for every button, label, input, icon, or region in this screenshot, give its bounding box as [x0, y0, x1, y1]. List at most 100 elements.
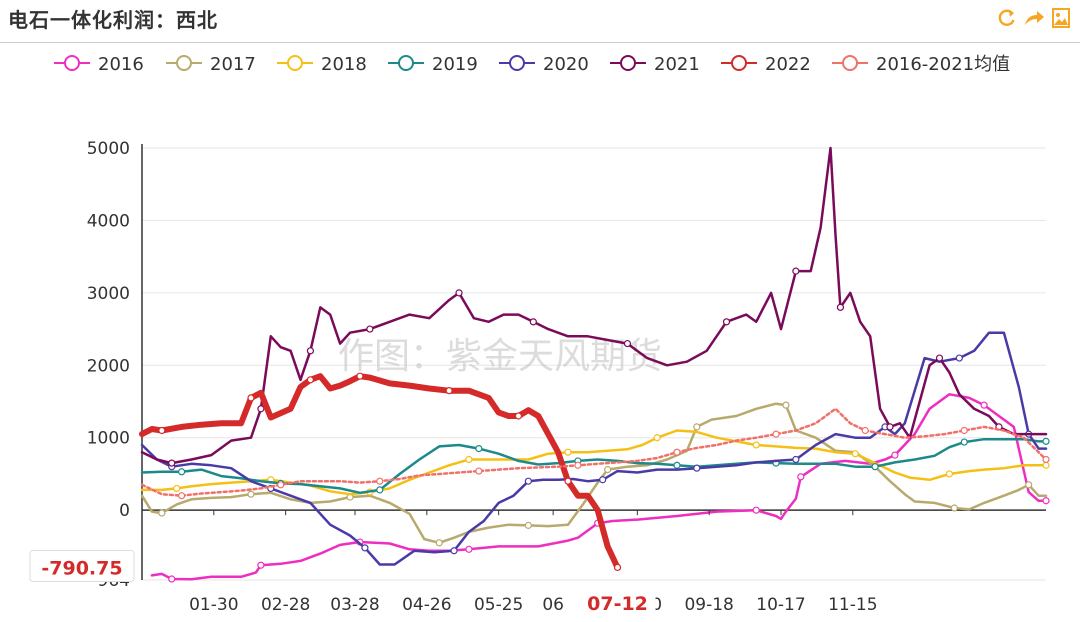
data-point: [1025, 481, 1033, 489]
legend-item-2018[interactable]: 2018: [277, 54, 367, 75]
data-point: [435, 539, 443, 547]
data-point: [673, 448, 681, 456]
data-point: [960, 438, 968, 446]
data-point: [772, 430, 780, 438]
data-point: [257, 561, 265, 569]
legend-item-2022[interactable]: 2022: [721, 54, 811, 75]
data-point: [247, 394, 255, 402]
series-line: [139, 373, 621, 571]
tooltip: -790.75 07-12: [29, 549, 656, 616]
legend-marker: [731, 55, 747, 71]
legend: 2016 2017 2018 2019 2020 2021 2022 2016-2021均值: [54, 54, 1010, 75]
legend-marker: [509, 55, 525, 71]
legend-marker: [176, 55, 192, 71]
data-point: [1042, 455, 1050, 464]
data-point: [514, 412, 523, 420]
data-point: [792, 455, 800, 464]
data-point: [861, 426, 869, 435]
data-point: [604, 466, 612, 474]
data-point: [673, 461, 681, 469]
series-2017: [140, 401, 1048, 547]
data-point: [871, 463, 879, 471]
y-tick-label: 3000: [87, 284, 130, 304]
data-point: [613, 563, 622, 572]
data-point: [178, 468, 186, 476]
legend-label: 2018: [321, 54, 367, 75]
data-point: [524, 521, 532, 529]
data-point: [1042, 497, 1050, 505]
data-point: [178, 492, 186, 500]
legend-item-2019[interactable]: 2019: [388, 54, 478, 75]
data-point: [450, 547, 458, 555]
data-point: [980, 401, 988, 409]
legend-marker: [620, 55, 636, 71]
data-point: [524, 477, 532, 485]
legend-marker: [64, 55, 80, 71]
series-line: [140, 407, 1048, 497]
series-lines: [139, 146, 1050, 583]
tooltip-value: -790.75: [41, 557, 122, 579]
data-point: [361, 544, 369, 552]
data-point: [445, 387, 453, 395]
y-tick-label: 0: [119, 501, 130, 521]
series-2022: [139, 372, 622, 572]
data-point: [782, 401, 790, 409]
data-point: [455, 289, 463, 297]
legend-item-2017[interactable]: 2017: [166, 54, 256, 75]
y-tick-label: 2000: [87, 356, 130, 376]
data-point: [168, 459, 176, 467]
data-point: [935, 354, 944, 362]
x-tick-label: 01-30: [189, 595, 238, 615]
legend-item-2020[interactable]: 2020: [499, 54, 589, 75]
data-point: [366, 325, 374, 333]
data-point: [960, 426, 968, 435]
data-point: [376, 486, 384, 494]
data-point: [950, 504, 958, 512]
y-tick-label: 1000: [87, 429, 130, 449]
chart-title: 电石一体化利润：西北: [8, 8, 218, 32]
restore-icon[interactable]: [996, 7, 1018, 29]
save-image-icon[interactable]: [1050, 7, 1072, 29]
tooltip-value-box: [29, 549, 135, 582]
x-tick-label: 09-18: [684, 595, 733, 615]
data-point: [247, 490, 255, 498]
data-point: [752, 506, 760, 514]
title-divider: [0, 42, 1080, 43]
data-point: [277, 481, 285, 489]
legend-item-2016[interactable]: 2016: [54, 54, 144, 75]
series-line: [140, 146, 1048, 465]
data-point: [158, 426, 166, 435]
data-point: [168, 575, 176, 583]
data-point: [564, 448, 572, 456]
data-point: [1042, 437, 1050, 445]
legend-label: 2020: [543, 54, 589, 75]
series-line: [140, 437, 1048, 495]
axes: [141, 144, 1046, 580]
data-point: [306, 376, 315, 384]
data-point: [574, 461, 582, 469]
data-point: [945, 470, 954, 478]
legend-label: 2021: [654, 54, 700, 75]
legend-label: 2022: [765, 54, 811, 75]
x-tick-label: 05-25: [474, 595, 523, 615]
series-line: [140, 402, 1048, 545]
legend-marker: [842, 55, 858, 71]
data-point: [955, 354, 963, 362]
data-point: [851, 450, 859, 458]
legend-label: 2017: [210, 54, 256, 75]
legend-label: 2016-2021均值: [876, 54, 1010, 75]
data-point: [623, 339, 632, 348]
legend-item-2021[interactable]: 2021: [610, 54, 700, 75]
data-point: [376, 477, 384, 485]
data-point: [653, 434, 661, 442]
data-point: [173, 484, 181, 493]
legend-item-2016-2021均值[interactable]: 2016-2021均值: [832, 54, 1010, 75]
share-icon[interactable]: [1022, 7, 1046, 29]
series-line: [140, 429, 1048, 496]
data-point: [306, 347, 315, 355]
data-point: [891, 451, 899, 459]
data-point: [693, 423, 701, 431]
data-point: [475, 467, 483, 475]
tooltip-x-box: [579, 588, 656, 616]
